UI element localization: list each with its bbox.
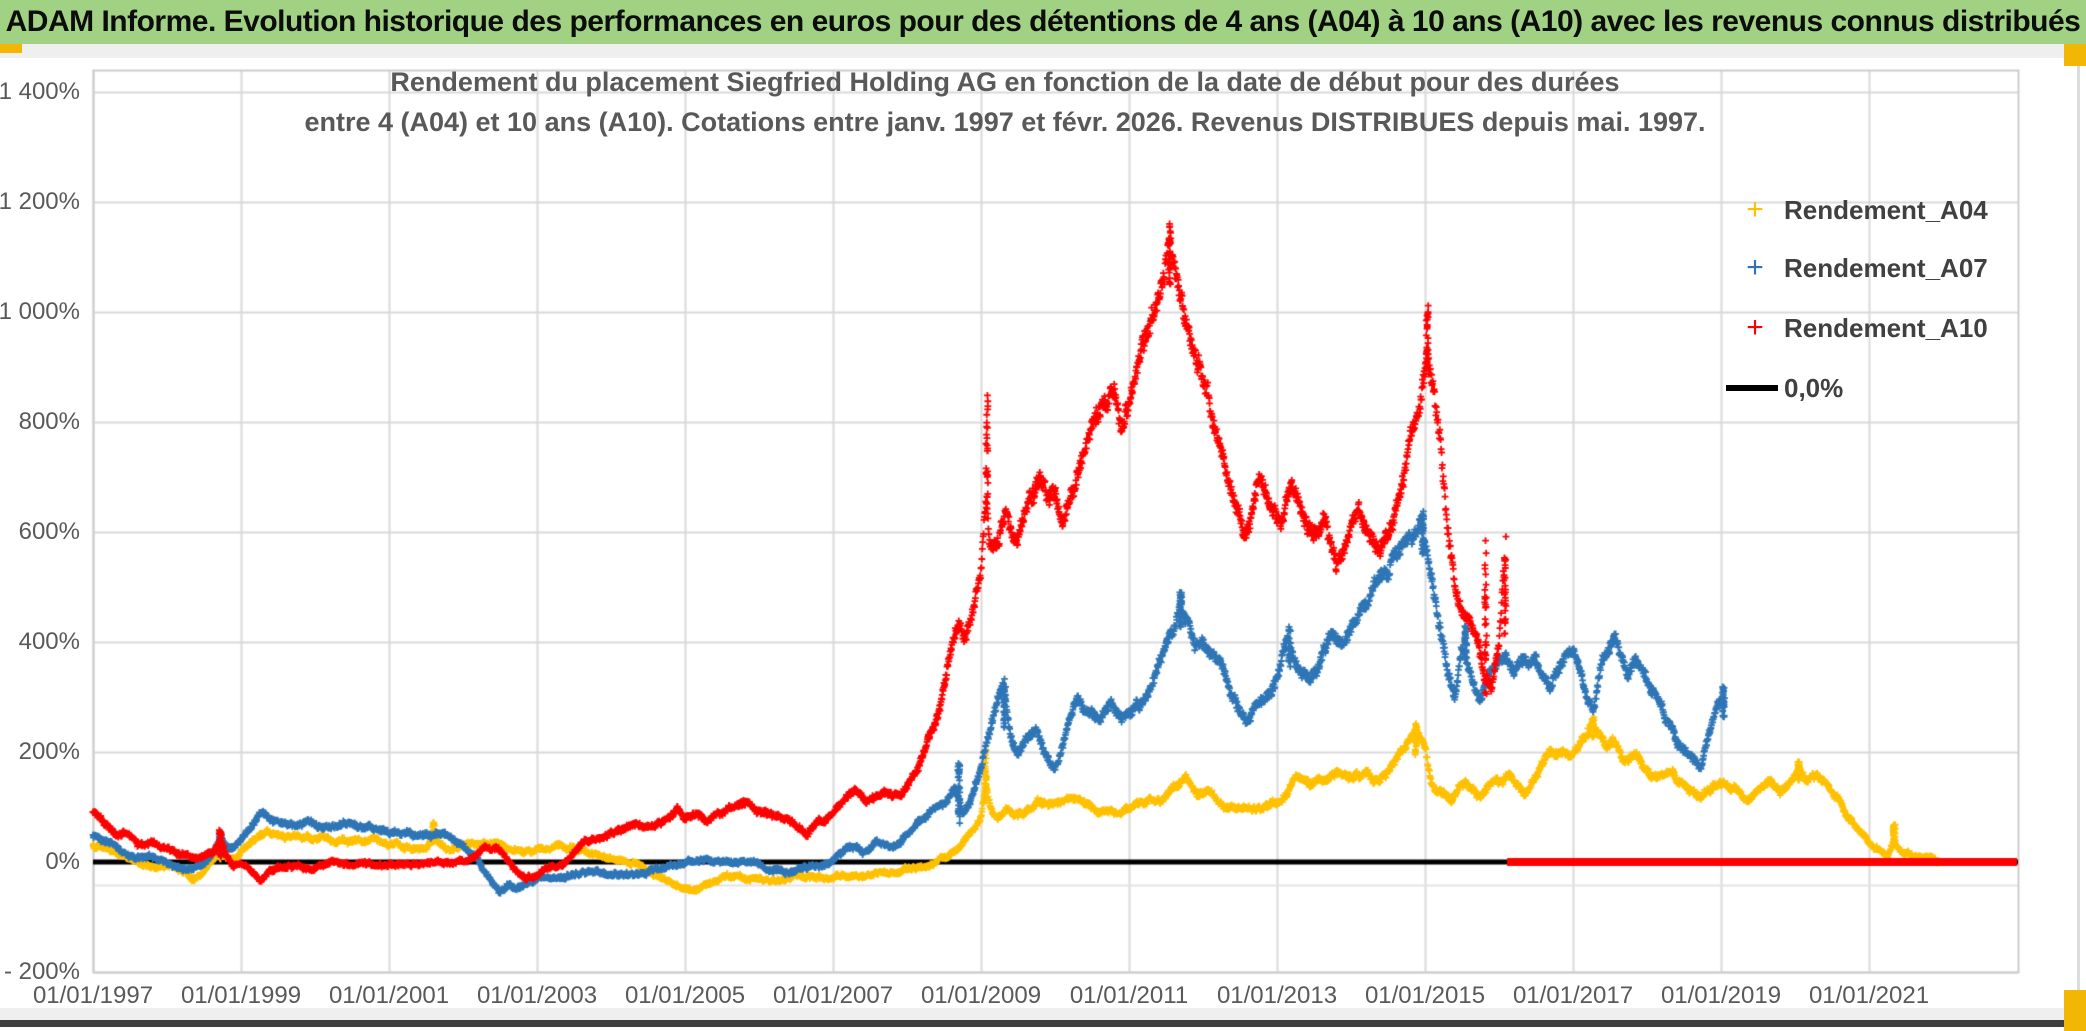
y-axis-label: 1 200% (0, 188, 80, 215)
x-axis-label: 01/01/1999 (180, 982, 302, 1009)
y-axis-label: 400% (18, 628, 80, 655)
chart-title-line2: entre 4 (A04) et 10 ans (A10). Cotations… (304, 107, 1706, 137)
plus-marker-icon: + (1746, 311, 1764, 344)
chart-title: Rendement du placement Siegfried Holding… (40, 62, 1970, 142)
x-axis-label: 01/01/2011 (1069, 982, 1189, 1009)
x-axis-label: 01/01/2015 (1364, 982, 1486, 1009)
legend-item-a10[interactable]: + Rendement_A10 (1726, 308, 1988, 348)
window-right-edge (2077, 58, 2080, 990)
legend-label-zero: 0,0% (1784, 372, 1844, 403)
legend-item-a07[interactable]: + Rendement_A07 (1726, 248, 1988, 288)
plus-marker-icon: + (1746, 251, 1764, 284)
accent-nub-top-left (0, 44, 22, 53)
window-bottom-edge (0, 1020, 2086, 1027)
x-axis-label: 01/01/2001 (328, 982, 450, 1009)
header-bar: ADAM Informe. Evolution historique des p… (0, 0, 2086, 44)
top-strip (0, 44, 2086, 58)
accent-nub-top-right (2064, 44, 2086, 66)
accent-nub-bottom-right (2064, 990, 2086, 1031)
x-axis-label: 01/01/2017 (1512, 982, 1634, 1009)
x-axis-label: 01/01/2005 (624, 982, 746, 1009)
x-axis-label: 01/01/2013 (1216, 982, 1338, 1009)
x-axis-label: 01/01/2019 (1660, 982, 1782, 1009)
plus-marker-icon: + (1746, 193, 1764, 226)
x-axis-label: 01/01/2021 (1808, 982, 1930, 1009)
y-axis-label: 0% (45, 848, 80, 875)
below-bottom-edge (0, 1027, 2086, 1031)
bottom-strip (0, 1008, 2086, 1020)
legend-label-a07: Rendement_A07 (1784, 252, 1988, 283)
header-title: ADAM Informe. Evolution historique des p… (5, 5, 2081, 38)
y-axis-label: 600% (18, 518, 80, 545)
y-axis-label: 1 000% (0, 298, 80, 325)
y-axis-label: 1 400% (0, 78, 80, 105)
y-axis-label: 200% (18, 738, 80, 765)
legend-item-a04[interactable]: + Rendement_A04 (1726, 190, 1988, 230)
line-marker-icon (1726, 385, 1778, 391)
x-axis-label: 01/01/2007 (772, 982, 894, 1009)
y-axis-label: - 200% (3, 958, 80, 985)
chart-title-line1: Rendement du placement Siegfried Holding… (390, 67, 1620, 97)
x-axis-label: 01/01/2003 (476, 982, 598, 1009)
legend-item-zero-line[interactable]: 0,0% (1726, 368, 1843, 408)
legend-label-a04: Rendement_A04 (1784, 194, 1988, 225)
legend-label-a10: Rendement_A10 (1784, 312, 1988, 343)
x-axis-label: 01/01/1997 (32, 982, 154, 1009)
y-axis-label: 800% (18, 408, 80, 435)
x-axis-label: 01/01/2009 (920, 982, 1042, 1009)
